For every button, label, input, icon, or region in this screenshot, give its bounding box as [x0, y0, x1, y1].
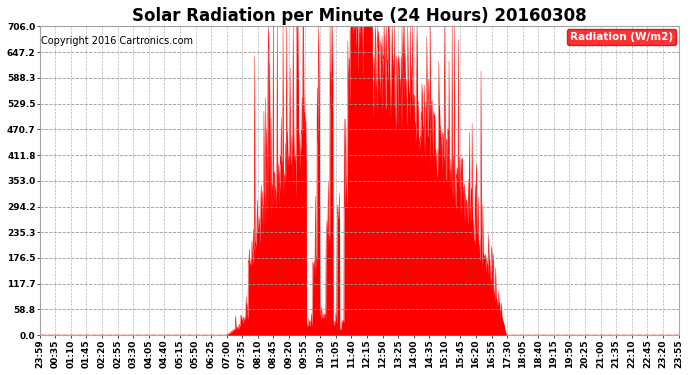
Legend: Radiation (W/m2): Radiation (W/m2) [567, 28, 676, 45]
Title: Solar Radiation per Minute (24 Hours) 20160308: Solar Radiation per Minute (24 Hours) 20… [132, 7, 586, 25]
Text: Copyright 2016 Cartronics.com: Copyright 2016 Cartronics.com [41, 36, 193, 46]
